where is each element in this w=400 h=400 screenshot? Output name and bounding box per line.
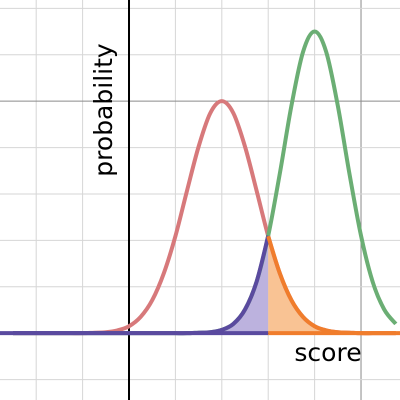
curve <box>12 99 396 336</box>
shaded-area <box>268 236 396 334</box>
shaded-area <box>12 235 269 334</box>
curve <box>12 29 398 336</box>
shade-edge <box>12 235 271 336</box>
shade-edge <box>266 235 396 336</box>
x-axis-label: score <box>294 338 361 367</box>
y-axis-label: probability <box>89 43 118 177</box>
plot <box>0 29 400 336</box>
